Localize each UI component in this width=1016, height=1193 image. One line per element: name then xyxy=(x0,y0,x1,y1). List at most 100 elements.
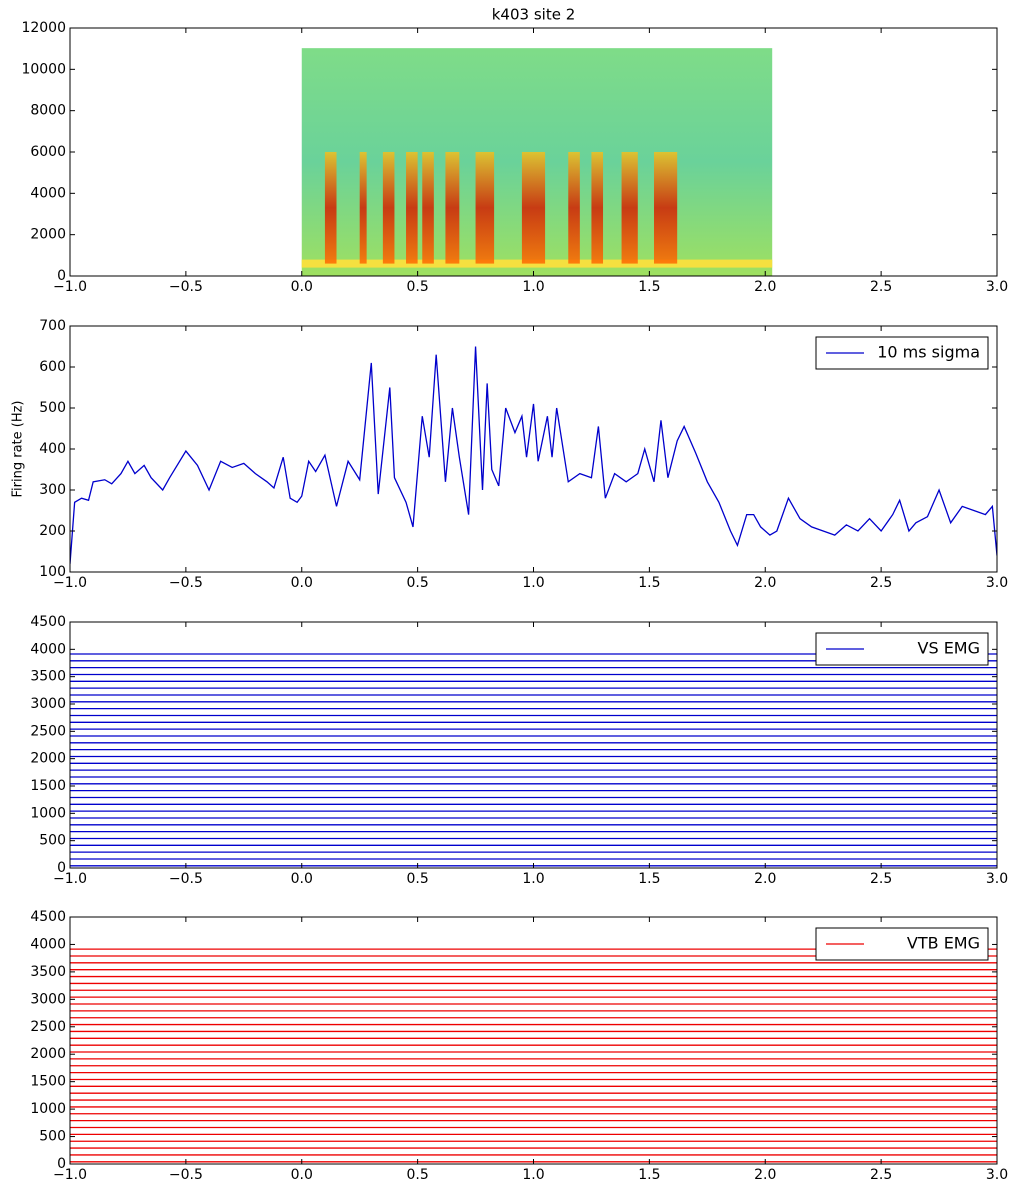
syllable xyxy=(445,152,460,264)
y-tick-label: 2000 xyxy=(30,751,66,767)
syllable xyxy=(359,152,367,264)
y-tick-label: 3000 xyxy=(30,991,66,1007)
x-tick-label: 1.0 xyxy=(522,575,544,591)
x-tick-label: 1.0 xyxy=(522,871,544,887)
y-tick-label: 0 xyxy=(57,268,66,284)
x-tick-label: 2.0 xyxy=(754,279,776,295)
x-tick-label: 3.0 xyxy=(986,871,1008,887)
syllable xyxy=(422,152,434,264)
line xyxy=(70,346,997,564)
y-tick-label: 6000 xyxy=(30,144,66,160)
legend: VTB EMG xyxy=(815,927,989,961)
y-tick-label: 4500 xyxy=(30,614,66,630)
x-tick-label: 1.5 xyxy=(638,575,660,591)
legend: 10 ms sigma xyxy=(815,336,989,370)
syllable xyxy=(475,152,495,264)
legend: VS EMG xyxy=(815,632,989,666)
x-tick-label: −1.0 xyxy=(53,871,87,887)
y-tick-label: 500 xyxy=(39,400,66,416)
y-tick-label: 100 xyxy=(39,564,66,580)
x-tick-label: 1.0 xyxy=(522,1167,544,1183)
x-tick-label: 2.0 xyxy=(754,575,776,591)
y-tick-label: 0 xyxy=(57,860,66,876)
plot-area xyxy=(70,346,997,564)
syllable xyxy=(654,152,678,264)
syllable xyxy=(324,152,337,264)
syllable xyxy=(591,152,604,264)
y-tick-label: 12000 xyxy=(21,20,66,36)
y-tick-label: 700 xyxy=(39,318,66,334)
y-axis-label: Firing rate (Hz) xyxy=(11,400,26,497)
plot-area xyxy=(301,48,773,276)
x-tick-label: −0.5 xyxy=(169,871,203,887)
y-tick-label: 4000 xyxy=(30,185,66,201)
x-tick-label: 2.0 xyxy=(754,1167,776,1183)
y-tick-label: 600 xyxy=(39,359,66,375)
y-tick-label: 4000 xyxy=(30,936,66,952)
y-tick-label: 3000 xyxy=(30,696,66,712)
x-tick-label: 1.0 xyxy=(522,279,544,295)
y-tick-label: 3500 xyxy=(30,964,66,980)
y-tick-label: 1000 xyxy=(30,1101,66,1117)
x-tick-label: 0.0 xyxy=(291,871,313,887)
x-tick-label: 3.0 xyxy=(986,279,1008,295)
x-tick-label: −0.5 xyxy=(169,1167,203,1183)
x-tick-label: 0.5 xyxy=(406,575,428,591)
y-tick-label: 3500 xyxy=(30,669,66,685)
x-tick-label: −0.5 xyxy=(169,575,203,591)
y-tick-label: 2000 xyxy=(30,1046,66,1062)
x-tick-label: 2.5 xyxy=(870,1167,892,1183)
y-tick-label: 2500 xyxy=(30,1019,66,1035)
plot-area xyxy=(70,948,997,1163)
y-tick-label: 1000 xyxy=(30,805,66,821)
y-tick-label: 500 xyxy=(39,833,66,849)
syllable xyxy=(568,152,580,264)
y-tick-label: 0 xyxy=(57,1156,66,1172)
x-tick-label: 0.5 xyxy=(406,279,428,295)
y-tick-label: 200 xyxy=(39,523,66,539)
x-tick-label: 0.5 xyxy=(406,871,428,887)
axes-frame xyxy=(69,916,998,1165)
axes-frame xyxy=(69,621,998,869)
x-tick-label: 1.5 xyxy=(638,1167,660,1183)
y-tick-label: 300 xyxy=(39,482,66,498)
x-tick-label: −1.0 xyxy=(53,279,87,295)
x-tick-label: 3.0 xyxy=(986,575,1008,591)
y-tick-label: 1500 xyxy=(30,1074,66,1090)
x-tick-label: 1.5 xyxy=(638,279,660,295)
y-tick-label: 500 xyxy=(39,1129,66,1145)
x-tick-label: −0.5 xyxy=(169,279,203,295)
x-tick-label: −1.0 xyxy=(53,575,87,591)
x-tick-label: 0.5 xyxy=(406,1167,428,1183)
axes-frame xyxy=(69,27,998,277)
syllable xyxy=(621,152,638,264)
legend-label: VS EMG xyxy=(918,639,981,658)
x-tick-label: 0.0 xyxy=(291,575,313,591)
y-tick-label: 10000 xyxy=(21,61,66,77)
syllable xyxy=(382,152,395,264)
legend-label: VTB EMG xyxy=(907,934,980,953)
x-tick-label: 2.0 xyxy=(754,871,776,887)
y-tick-label: 400 xyxy=(39,441,66,457)
x-tick-label: 3.0 xyxy=(986,1167,1008,1183)
x-tick-label: −1.0 xyxy=(53,1167,87,1183)
x-tick-label: 2.5 xyxy=(870,871,892,887)
chart-title: k403 site 2 xyxy=(492,6,576,24)
syllable xyxy=(521,152,546,264)
axes-frame xyxy=(69,325,998,573)
y-tick-label: 4500 xyxy=(30,909,66,925)
syllable xyxy=(406,152,418,264)
y-tick-label: 1500 xyxy=(30,778,66,794)
x-tick-label: 2.5 xyxy=(870,575,892,591)
x-tick-label: 1.5 xyxy=(638,871,660,887)
y-tick-label: 2500 xyxy=(30,723,66,739)
x-tick-label: 0.0 xyxy=(291,279,313,295)
y-tick-label: 8000 xyxy=(30,103,66,119)
y-tick-label: 2000 xyxy=(30,227,66,243)
legend-label: 10 ms sigma xyxy=(877,343,980,362)
plot-area xyxy=(70,653,997,867)
x-tick-label: 0.0 xyxy=(291,1167,313,1183)
x-tick-label: 2.5 xyxy=(870,279,892,295)
